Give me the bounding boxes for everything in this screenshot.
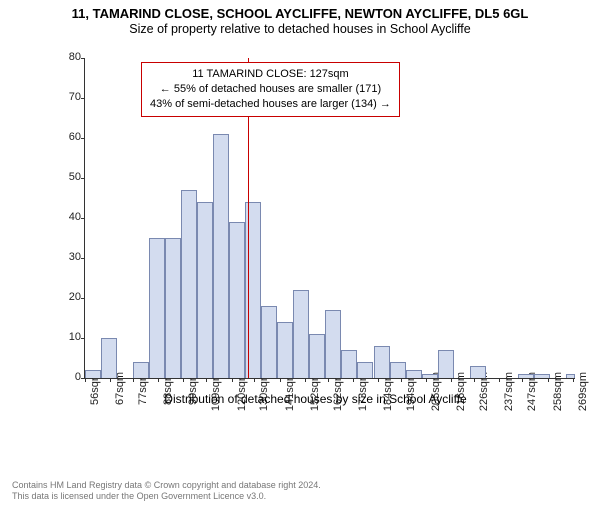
histogram-bar	[277, 322, 293, 378]
y-tick-label: 60	[53, 131, 81, 143]
histogram-bar	[133, 362, 149, 378]
x-tick-mark	[280, 378, 281, 382]
x-tick-mark	[451, 378, 452, 382]
histogram-bar	[534, 374, 550, 378]
x-tick-mark	[499, 378, 500, 382]
x-tick-mark	[522, 378, 523, 382]
annotation-line2: ← 55% of detached houses are smaller (17…	[150, 82, 391, 97]
x-tick-mark	[206, 378, 207, 382]
histogram-bar	[261, 306, 277, 378]
x-tick-mark	[378, 378, 379, 382]
footer-line2: This data is licensed under the Open Gov…	[12, 491, 321, 502]
y-tick-mark	[81, 258, 85, 259]
y-tick-mark	[81, 98, 85, 99]
histogram-bar	[438, 350, 454, 378]
x-tick-mark	[254, 378, 255, 382]
x-tick-mark	[328, 378, 329, 382]
x-tick-mark	[158, 378, 159, 382]
y-tick-mark	[81, 218, 85, 219]
histogram-chart: Number of detached properties 0102030405…	[48, 50, 583, 420]
footer-line1: Contains HM Land Registry data © Crown c…	[12, 480, 321, 491]
histogram-bar	[422, 374, 438, 378]
x-tick-mark	[401, 378, 402, 382]
y-tick-mark	[81, 338, 85, 339]
histogram-bar	[390, 362, 406, 378]
y-tick-label: 40	[53, 211, 81, 223]
plot-area: 0102030405060708056sqm67sqm77sqm88sqm99s…	[84, 58, 575, 379]
x-tick-mark	[548, 378, 549, 382]
x-tick-mark	[133, 378, 134, 382]
x-tick-mark	[110, 378, 111, 382]
histogram-bar	[341, 350, 357, 378]
x-tick-mark	[474, 378, 475, 382]
histogram-bar	[357, 362, 373, 378]
y-tick-label: 0	[53, 371, 81, 383]
histogram-bar	[213, 134, 229, 378]
histogram-bar	[101, 338, 117, 378]
histogram-bar	[566, 374, 575, 378]
histogram-bar	[374, 346, 390, 378]
y-tick-mark	[81, 178, 85, 179]
y-tick-mark	[81, 58, 85, 59]
x-axis-label: Distribution of detached houses by size …	[48, 392, 583, 406]
histogram-bar	[85, 370, 101, 378]
y-tick-label: 80	[53, 51, 81, 63]
y-tick-mark	[81, 298, 85, 299]
title-line2: Size of property relative to detached ho…	[0, 22, 600, 36]
histogram-bar	[149, 238, 165, 378]
x-tick-mark	[426, 378, 427, 382]
x-tick-mark	[232, 378, 233, 382]
x-tick-mark	[353, 378, 354, 382]
annotation-box: 11 TAMARIND CLOSE: 127sqm← 55% of detach…	[141, 62, 400, 117]
histogram-bar	[293, 290, 309, 378]
histogram-bar	[470, 366, 486, 378]
annotation-line3: 43% of semi-detached houses are larger (…	[150, 97, 391, 112]
y-tick-label: 50	[53, 171, 81, 183]
x-tick-mark	[305, 378, 306, 382]
y-tick-label: 10	[53, 331, 81, 343]
histogram-bar	[181, 190, 197, 378]
y-tick-label: 20	[53, 291, 81, 303]
histogram-bar	[165, 238, 181, 378]
histogram-bar	[229, 222, 245, 378]
annotation-line1: 11 TAMARIND CLOSE: 127sqm	[150, 67, 391, 82]
histogram-bar	[309, 334, 325, 378]
histogram-bar	[325, 310, 341, 378]
y-tick-label: 30	[53, 251, 81, 263]
histogram-bar	[518, 374, 534, 378]
footer-attribution: Contains HM Land Registry data © Crown c…	[12, 480, 321, 502]
x-tick-mark	[183, 378, 184, 382]
x-tick-mark	[85, 378, 86, 382]
x-tick-mark	[573, 378, 574, 382]
title-line1: 11, TAMARIND CLOSE, SCHOOL AYCLIFFE, NEW…	[0, 6, 600, 21]
y-tick-mark	[81, 138, 85, 139]
histogram-bar	[406, 370, 422, 378]
titles: 11, TAMARIND CLOSE, SCHOOL AYCLIFFE, NEW…	[0, 6, 600, 36]
y-tick-label: 70	[53, 91, 81, 103]
histogram-bar	[197, 202, 213, 378]
